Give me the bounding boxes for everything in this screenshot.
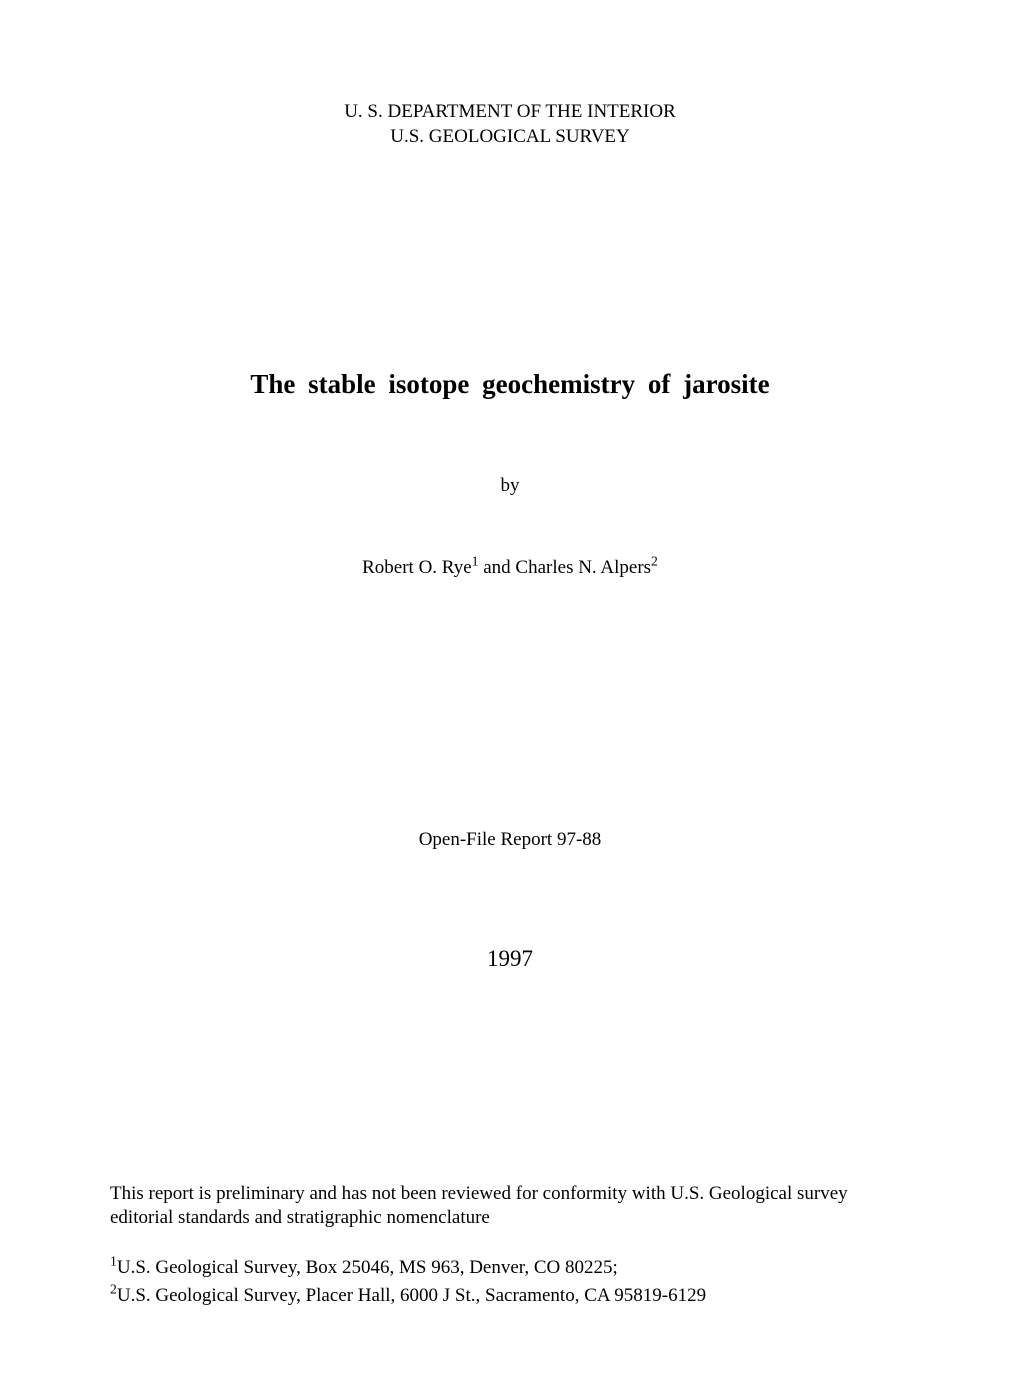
publication-year: 1997 <box>110 946 910 972</box>
document-title: The stable isotope geochemistry of jaros… <box>110 369 910 400</box>
authors: Robert O. Rye1 and Charles N. Alpers2 <box>110 557 910 579</box>
affiliation-2-superscript: 2 <box>110 1282 117 1297</box>
agency-header: U. S. DEPARTMENT OF THE INTERIOR U.S. GE… <box>110 100 910 149</box>
author-conjunction: and <box>478 557 515 578</box>
agency-line-2: U.S. GEOLOGICAL SURVEY <box>110 125 910 150</box>
affiliations-block: 1U.S. Geological Survey, Box 25046, MS 9… <box>110 1254 910 1311</box>
affiliation-1: 1U.S. Geological Survey, Box 25046, MS 9… <box>110 1254 910 1283</box>
author-2-name: Charles N. Alpers <box>515 557 651 578</box>
affiliation-2-text: U.S. Geological Survey, Placer Hall, 600… <box>117 1285 706 1306</box>
report-number: Open-File Report 97-88 <box>110 829 910 851</box>
affiliation-2: 2U.S. Geological Survey, Placer Hall, 60… <box>110 1282 910 1311</box>
author-2-superscript: 2 <box>651 554 658 569</box>
agency-line-1: U. S. DEPARTMENT OF THE INTERIOR <box>110 100 910 125</box>
byline: by <box>110 475 910 497</box>
affiliation-1-text: U.S. Geological Survey, Box 25046, MS 96… <box>117 1257 618 1278</box>
author-1-name: Robert O. Rye <box>362 557 472 578</box>
disclaimer-text: This report is preliminary and has not b… <box>110 1182 910 1230</box>
affiliation-1-superscript: 1 <box>110 1254 117 1269</box>
